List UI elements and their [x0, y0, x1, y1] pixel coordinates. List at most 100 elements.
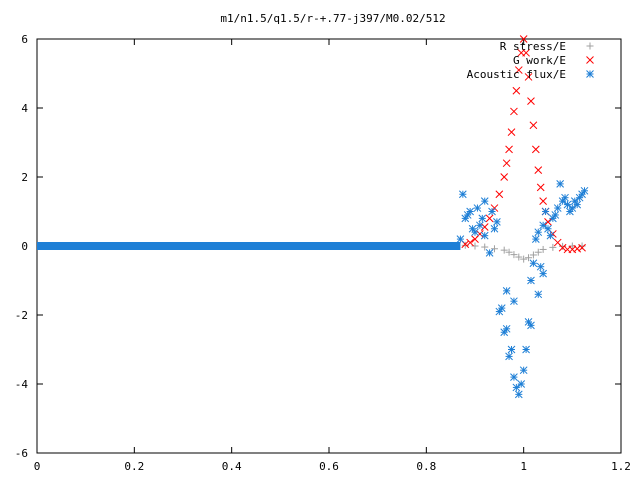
data-point — [480, 231, 489, 240]
star-b — [541, 207, 550, 216]
star-b — [473, 204, 482, 212]
star-b — [573, 200, 582, 209]
legend-label: G work/E — [513, 54, 566, 67]
data-point — [500, 328, 509, 337]
data-point — [522, 48, 530, 57]
star-b — [497, 304, 506, 312]
star-b — [458, 190, 467, 199]
data-point — [529, 251, 537, 259]
cross-b — [531, 145, 540, 154]
star-b — [514, 390, 523, 399]
data-point — [534, 166, 543, 174]
y-tick-label: -6 — [15, 447, 28, 460]
series-2 — [456, 180, 589, 399]
data-point — [510, 107, 518, 116]
star-b — [527, 321, 535, 330]
data-point — [466, 207, 474, 216]
star-b — [586, 70, 594, 78]
cross-b — [461, 240, 470, 249]
star-b — [517, 380, 526, 388]
data-point — [580, 186, 589, 195]
star-b — [524, 318, 533, 326]
data-point — [490, 245, 498, 253]
data-point — [551, 211, 560, 219]
star-b — [544, 224, 552, 233]
data-point — [527, 276, 535, 285]
data-point — [561, 193, 569, 202]
star-b — [529, 259, 538, 268]
data-point — [529, 259, 538, 268]
legend-marker — [586, 56, 594, 64]
data-point — [549, 243, 557, 251]
y-tick-label: -2 — [15, 309, 28, 322]
y-tick-label: -4 — [15, 378, 29, 391]
data-point — [505, 352, 513, 361]
data-point — [485, 214, 494, 223]
star-b — [507, 345, 516, 354]
star-b — [493, 217, 501, 226]
cross-b — [476, 230, 484, 238]
star-b — [510, 297, 518, 306]
data-point — [500, 173, 509, 181]
star-b — [519, 366, 528, 375]
data-point — [481, 243, 489, 251]
star-b — [490, 224, 499, 233]
star-b — [551, 211, 560, 219]
star-b — [570, 197, 579, 206]
data-point — [510, 251, 518, 259]
star-b — [534, 228, 543, 237]
data-point — [466, 238, 474, 247]
data-point — [527, 97, 535, 105]
data-point — [471, 228, 479, 237]
legend-label: R stress/E — [500, 40, 566, 53]
cross-b — [524, 73, 533, 81]
data-point — [536, 183, 545, 192]
cross-b — [586, 56, 594, 64]
cross-b — [466, 238, 474, 247]
data-point — [480, 197, 489, 206]
data-point — [510, 373, 518, 381]
star-b — [580, 186, 589, 195]
cross-b — [522, 48, 530, 57]
data-point — [570, 197, 579, 206]
data-point — [539, 197, 547, 206]
cross-b — [558, 243, 567, 252]
data-point — [573, 244, 582, 253]
data-point — [522, 345, 530, 354]
data-point — [578, 243, 586, 252]
data-point — [480, 223, 489, 231]
x-tick-label: 0 — [34, 460, 41, 473]
data-point — [527, 321, 535, 330]
series-0 — [461, 241, 586, 263]
star-b — [512, 383, 521, 392]
axes: 0 0.2 0.4 0.6 0.8 1 1.2 -6 -4 -2 0 2 4 6 — [15, 33, 631, 473]
cross-b — [505, 145, 513, 154]
data-point — [531, 235, 540, 243]
chart-marks — [37, 35, 589, 399]
star-b — [502, 286, 511, 295]
data-point — [473, 204, 482, 212]
cross-b — [514, 66, 523, 74]
data-point — [529, 121, 538, 130]
cross-b — [510, 107, 518, 116]
data-point — [519, 366, 528, 375]
star-b — [553, 204, 562, 212]
data-point — [534, 228, 543, 237]
cross-b — [480, 223, 489, 231]
data-point — [525, 254, 533, 262]
data-point — [502, 159, 511, 168]
x-tick-label: 0.2 — [124, 460, 144, 473]
data-point — [539, 269, 547, 278]
data-point — [546, 231, 555, 240]
star-b — [563, 200, 572, 209]
star-b — [534, 290, 543, 299]
data-point — [500, 246, 508, 254]
data-point — [505, 248, 513, 256]
data-point — [514, 66, 523, 74]
star-b — [471, 228, 479, 237]
data-point — [563, 200, 572, 209]
x-tick-label: 1.2 — [611, 460, 631, 473]
data-point — [507, 345, 516, 354]
star-b — [468, 224, 477, 233]
